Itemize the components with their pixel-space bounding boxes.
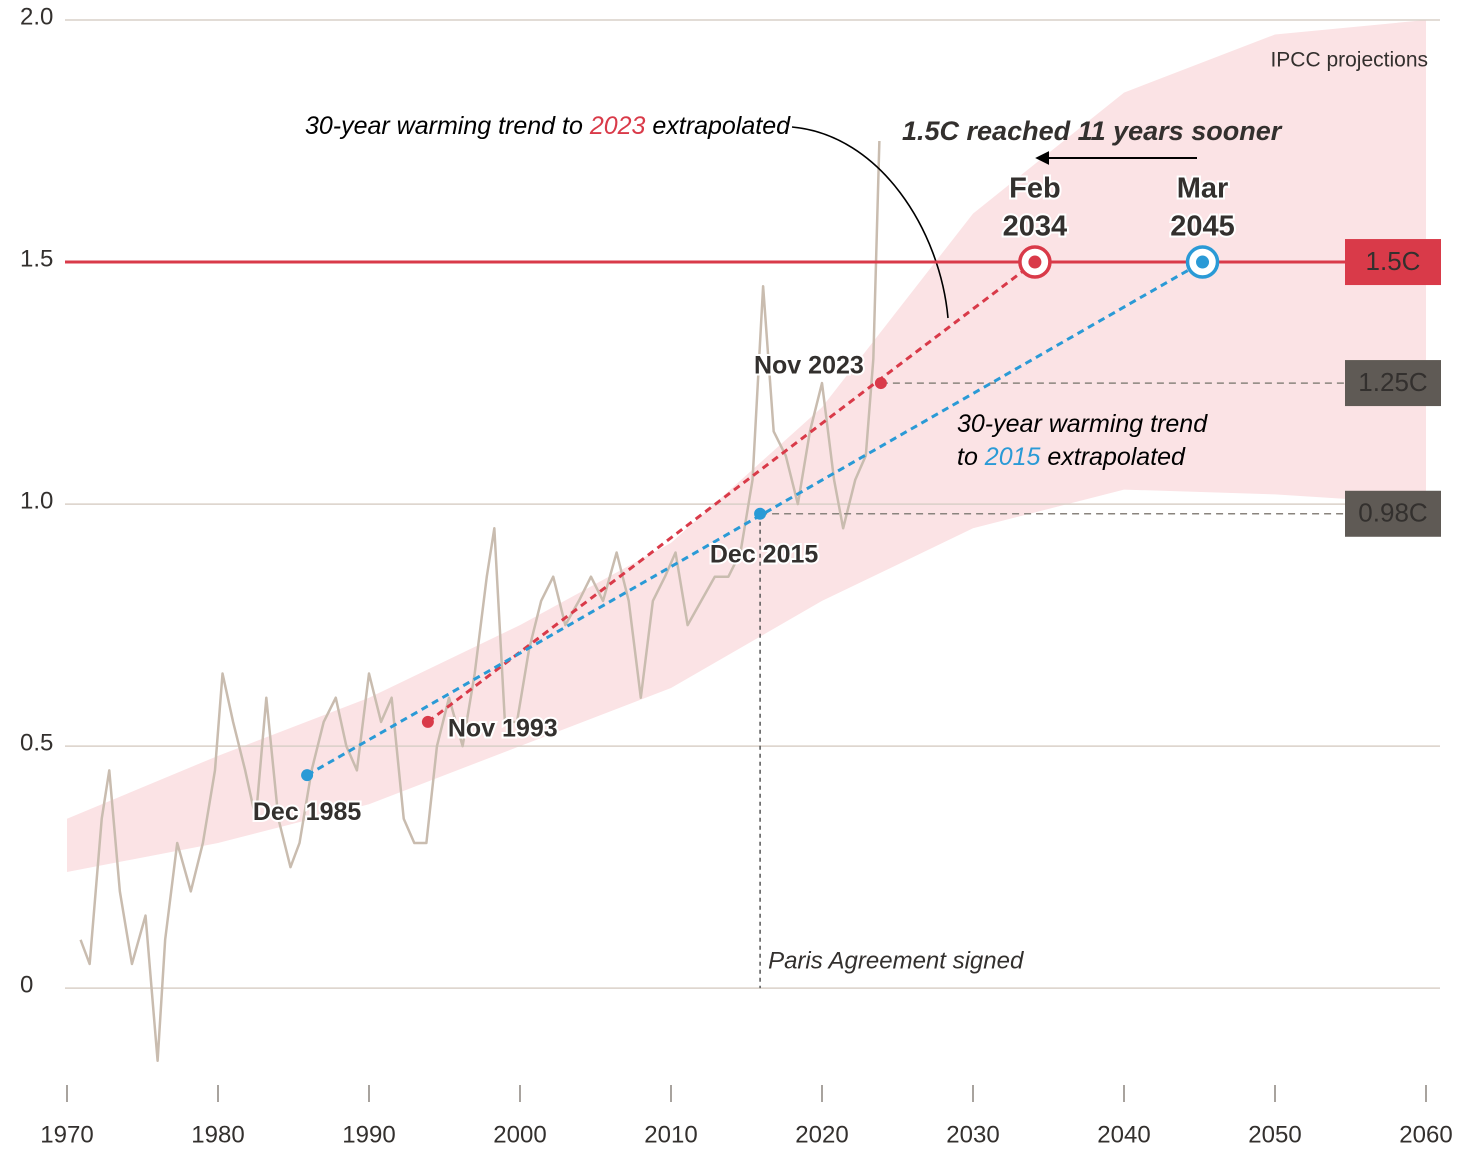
trend-note: 30-year warming trend to 2023 extrapolat… xyxy=(305,112,791,140)
trend-point xyxy=(754,507,767,520)
x-tick-label: 1980 xyxy=(191,1121,244,1148)
trend-note: to 2015 extrapolated xyxy=(957,443,1186,471)
threshold-box xyxy=(1345,490,1441,537)
y-tick-label: 0 xyxy=(20,972,33,999)
trend-point xyxy=(421,715,434,728)
y-tick-label: 2.0 xyxy=(20,3,53,30)
callout: 1.5C reached 11 years sooner xyxy=(902,116,1283,146)
trend-line xyxy=(306,260,1204,777)
projection-band xyxy=(67,20,1426,872)
point-label: Nov 2023 xyxy=(754,352,864,380)
note-part: to xyxy=(957,443,985,471)
point-label: 2045 xyxy=(1170,211,1235,243)
x-tick-label: 1990 xyxy=(342,1121,395,1148)
trend-line xyxy=(426,260,1036,724)
note-part: 30-year warming trend xyxy=(957,410,1208,438)
note-part: extrapolated xyxy=(645,112,791,140)
x-tick-label: 2050 xyxy=(1248,1121,1301,1148)
crossing-dot xyxy=(1196,255,1210,269)
band-label: IPCC projections xyxy=(1270,49,1428,72)
trend-note: 30-year warming trend xyxy=(957,410,1208,438)
note-part: 2023 xyxy=(589,112,646,140)
x-tick-label: 2040 xyxy=(1097,1121,1150,1148)
x-tick-label: 2060 xyxy=(1399,1121,1452,1148)
note-part: extrapolated xyxy=(1040,443,1186,471)
temperature-line xyxy=(79,140,881,1063)
x-tick-label: 1970 xyxy=(40,1121,93,1148)
threshold-label: 1.5C xyxy=(1366,246,1421,276)
crossing-dot xyxy=(1028,255,1042,269)
y-tick-label: 1.5 xyxy=(20,245,53,272)
point-label: Feb xyxy=(1009,173,1061,205)
trend-point xyxy=(874,377,887,390)
point-label: Dec 1985 xyxy=(253,798,362,826)
threshold-box xyxy=(1345,239,1441,286)
note-part: 2015 xyxy=(984,443,1041,471)
y-tick-label: 0.5 xyxy=(20,729,53,756)
background-layer: 0 0.5 1.0 1.5 2.0 1970 1980 1990 2000 2010 2020 203… xyxy=(20,3,1453,1148)
point-label: Mar xyxy=(1177,173,1229,205)
foreground-layer: IPCC projections 1.5C reached 11 years s… xyxy=(65,49,1441,989)
point-label: Nov 1993 xyxy=(448,715,558,743)
x-tick-label: 2030 xyxy=(946,1121,999,1148)
point-label: 2034 xyxy=(1003,211,1068,243)
x-tick-label: 2020 xyxy=(795,1121,848,1148)
x-tick-label: 2010 xyxy=(644,1121,697,1148)
trend-point xyxy=(301,769,314,782)
note-connector xyxy=(791,126,949,319)
threshold-label: 0.98C xyxy=(1358,498,1427,528)
point-label: Dec 2015 xyxy=(710,540,819,568)
event-label: Paris Agreement signed xyxy=(768,947,1024,974)
y-tick-label: 1.0 xyxy=(20,487,53,514)
threshold-label: 1.25C xyxy=(1358,367,1427,397)
x-tick-label: 2000 xyxy=(493,1121,546,1148)
note-part: 30-year warming trend to xyxy=(305,112,590,140)
threshold-box xyxy=(1345,360,1441,407)
